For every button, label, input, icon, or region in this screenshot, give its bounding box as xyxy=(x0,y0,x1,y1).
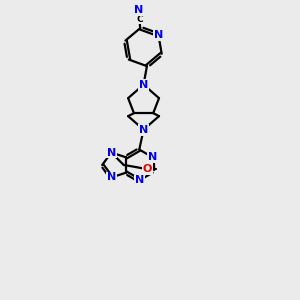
Text: N: N xyxy=(154,30,163,40)
Text: N: N xyxy=(139,80,148,90)
Text: N: N xyxy=(148,152,157,162)
Text: N: N xyxy=(139,124,148,135)
Text: N: N xyxy=(135,176,144,185)
Text: C: C xyxy=(136,15,142,24)
Text: N: N xyxy=(134,5,143,15)
Text: N: N xyxy=(106,148,116,158)
Text: N: N xyxy=(106,172,116,182)
Text: O: O xyxy=(142,164,152,174)
